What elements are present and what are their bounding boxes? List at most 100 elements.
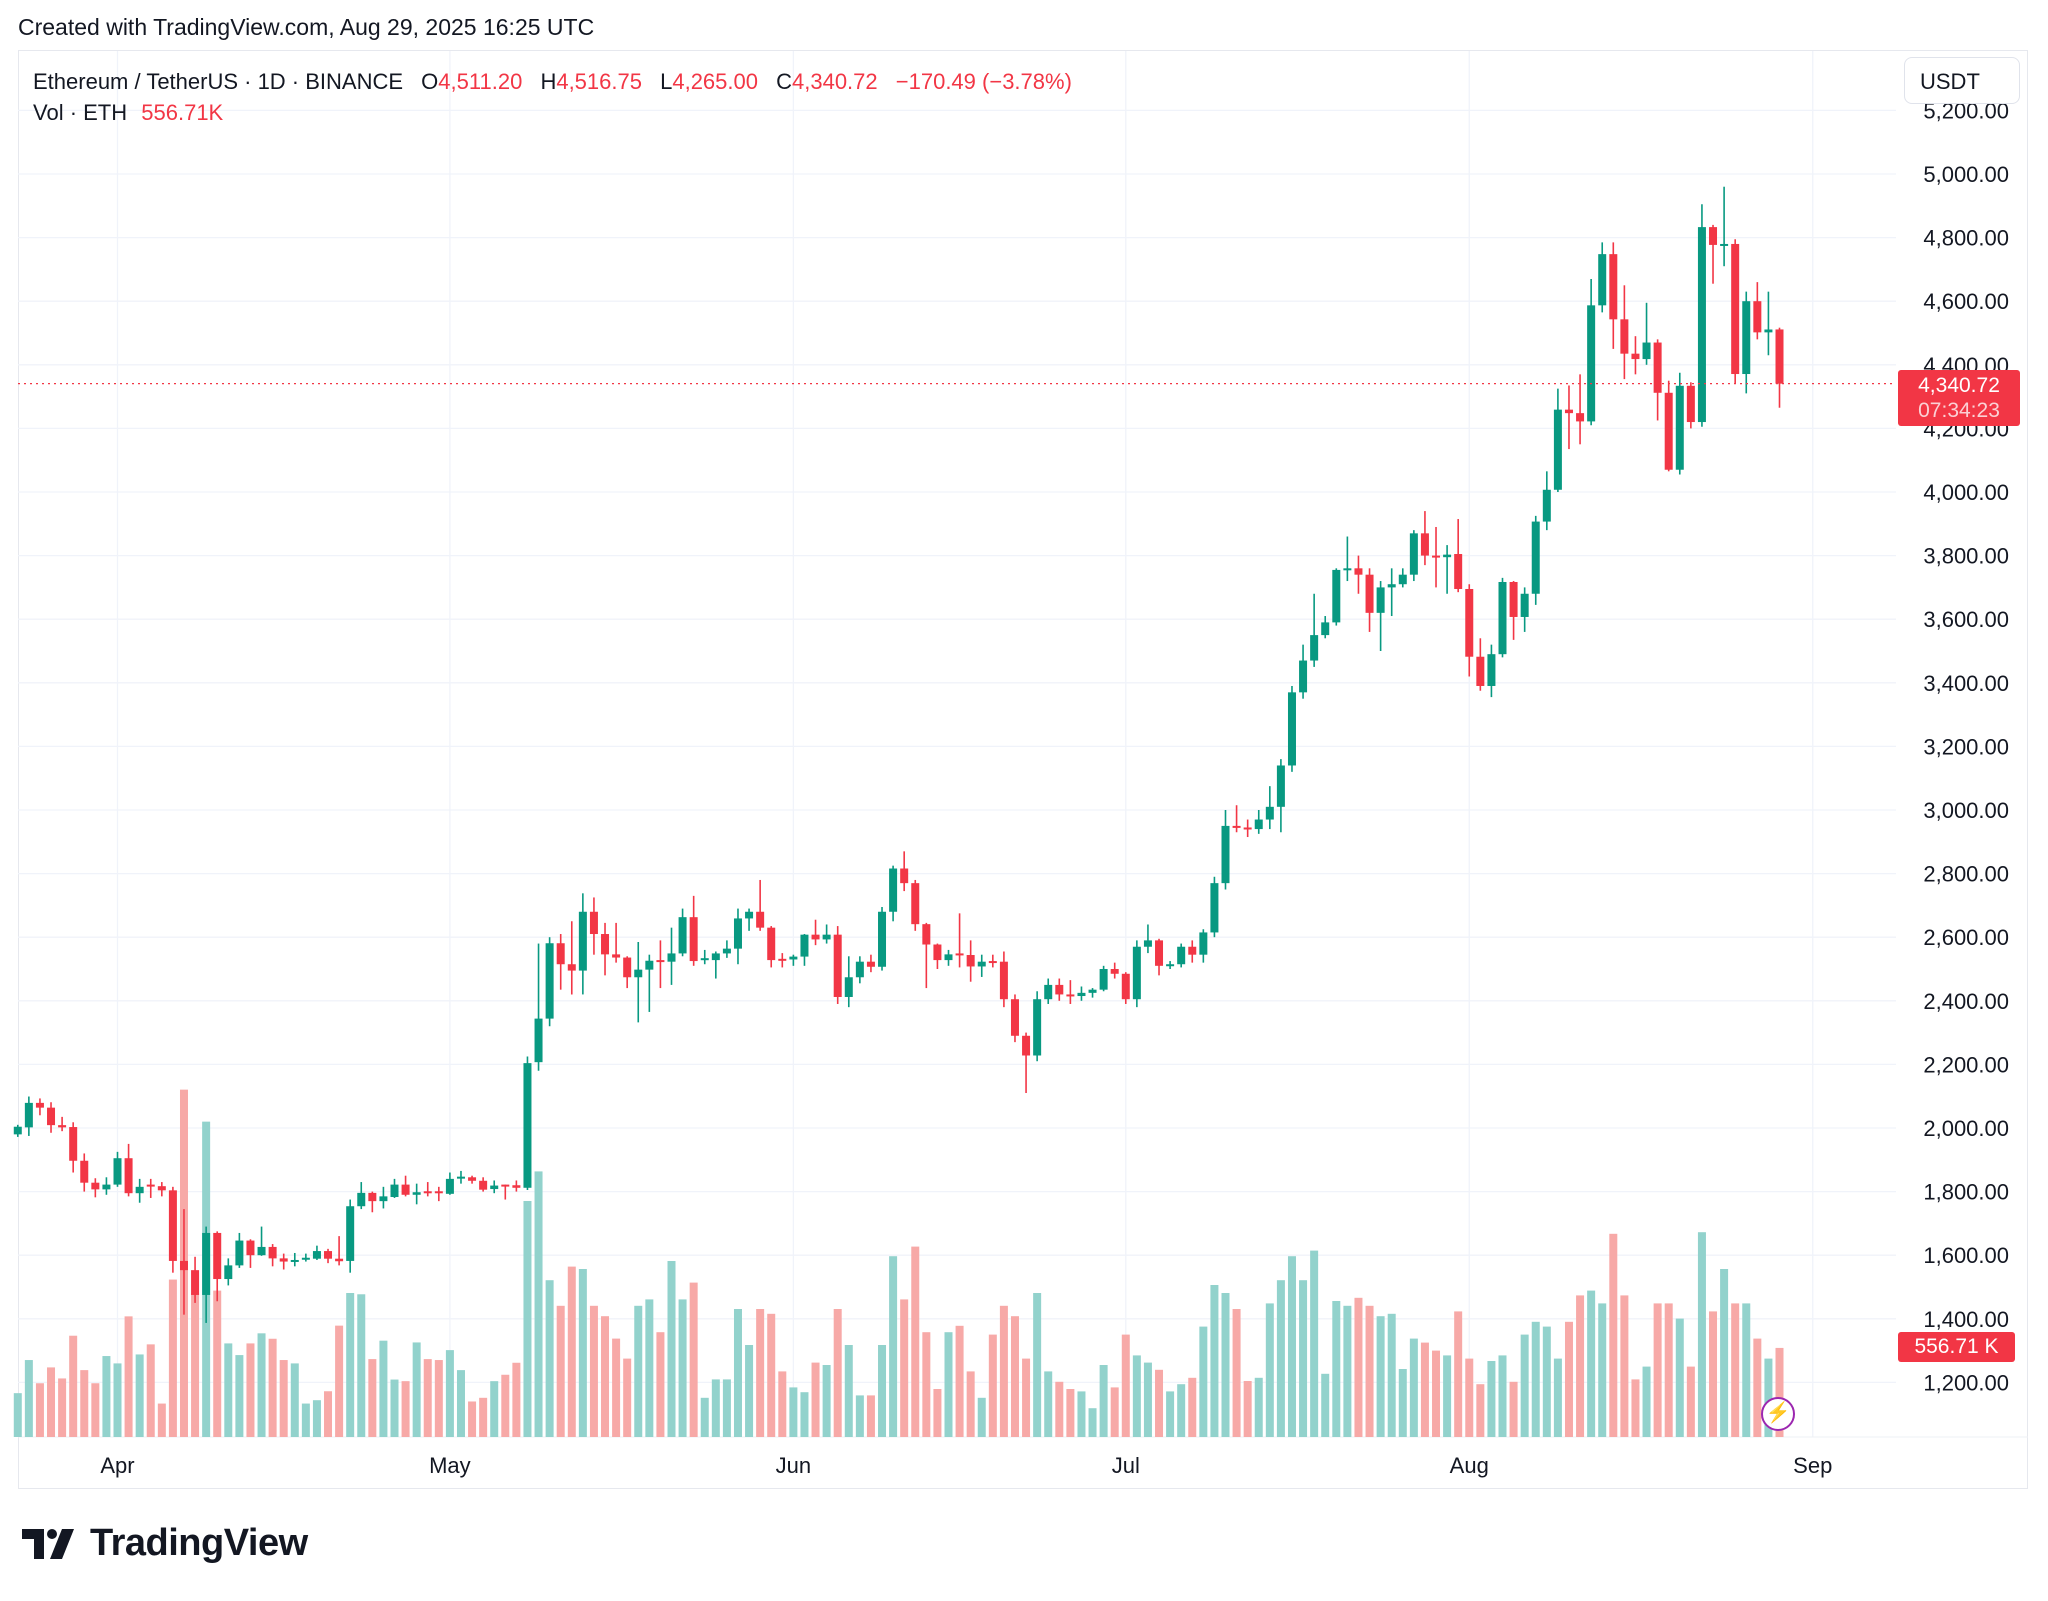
volume-bar: [401, 1381, 410, 1437]
currency-button[interactable]: USDT: [1904, 57, 2020, 104]
volume-bar: [667, 1261, 676, 1437]
volume-bar: [1520, 1334, 1529, 1437]
candle-body: [346, 1206, 355, 1261]
volume-bar: [1310, 1250, 1319, 1437]
symbol-title[interactable]: Ethereum / TetherUS · 1D · BINANCE: [33, 69, 404, 94]
volume-bar: [1487, 1361, 1496, 1437]
volume-bar: [1720, 1269, 1729, 1437]
candle-body: [1132, 946, 1141, 1000]
grid-lines: [18, 51, 2028, 1438]
candle-body: [1343, 568, 1352, 571]
volume-bar: [1033, 1293, 1042, 1437]
volume-bar: [124, 1316, 133, 1437]
candle-body: [1553, 409, 1562, 490]
volume-bar: [722, 1379, 731, 1437]
volume-bar: [789, 1387, 798, 1437]
candle-body: [722, 948, 731, 954]
candle-body: [1775, 329, 1784, 384]
volume-bar: [91, 1383, 100, 1437]
candle-body: [578, 911, 587, 971]
volume-bar: [767, 1313, 776, 1437]
volume-bar: [534, 1171, 543, 1437]
candle-body: [1022, 1035, 1031, 1056]
volume-bar: [1498, 1355, 1507, 1437]
volume-bar: [1731, 1303, 1740, 1437]
candle-body: [844, 977, 853, 997]
volume-bar: [445, 1350, 454, 1437]
volume-bar: [1343, 1305, 1352, 1437]
candle-body: [1398, 574, 1407, 585]
candle-body: [301, 1257, 310, 1260]
candle-body: [612, 954, 621, 958]
volume-bar: [944, 1332, 953, 1437]
volume-bar: [645, 1299, 654, 1437]
volume-bar: [1221, 1293, 1230, 1437]
volume-bar: [279, 1360, 288, 1437]
candle-body: [1055, 984, 1064, 995]
candle-body: [822, 934, 831, 940]
candle-body: [456, 1176, 465, 1179]
volume-bar: [479, 1397, 488, 1437]
candle-body: [789, 956, 798, 960]
candle-body: [1110, 969, 1119, 974]
candle-body: [290, 1259, 299, 1262]
volume-bar: [257, 1333, 266, 1437]
time-tick-label: May: [429, 1453, 471, 1478]
candle-body: [1232, 825, 1241, 828]
volume-bar: [589, 1305, 598, 1437]
candle-body: [1542, 489, 1551, 522]
volume-bar: [756, 1309, 765, 1437]
volume-bar: [268, 1338, 277, 1437]
tradingview-logo[interactable]: TradingView: [22, 1522, 308, 1565]
time-axis[interactable]: Apr May Jun Jul Aug Sep: [100, 1453, 1832, 1478]
volume-bar: [434, 1360, 443, 1437]
candle-body: [1010, 999, 1019, 1036]
candle-body: [1420, 533, 1429, 556]
volume-bar: [390, 1379, 399, 1437]
volume-bar: [1077, 1391, 1086, 1437]
price-tick-label: 1,800.00: [1923, 1180, 2009, 1205]
volume-bar: [556, 1305, 565, 1437]
candle-body: [157, 1186, 166, 1191]
candle-body: [1731, 243, 1740, 375]
price-tick-label: 1,200.00: [1923, 1370, 2009, 1395]
volume-bar: [1775, 1347, 1784, 1437]
volume-bar: [1398, 1369, 1407, 1437]
candle-body: [1221, 825, 1230, 884]
volume-bar: [1420, 1342, 1429, 1437]
candle-body: [1697, 227, 1706, 423]
candle-body: [401, 1184, 410, 1195]
candle-body: [1066, 994, 1075, 997]
candle-body: [324, 1251, 333, 1259]
volume-bar: [800, 1392, 809, 1437]
volume-bar: [955, 1325, 964, 1437]
volume-bar: [1232, 1309, 1241, 1437]
volume-bar: [1697, 1232, 1706, 1437]
open-value: 4,511.20: [438, 69, 523, 94]
volume-bar: [778, 1371, 787, 1437]
volume-bar: [933, 1389, 942, 1437]
volume-bar: [578, 1269, 587, 1437]
volume-bar: [1166, 1391, 1175, 1437]
volume-bar: [423, 1359, 432, 1437]
volume-bar: [1110, 1387, 1119, 1437]
volume-bar: [634, 1305, 643, 1437]
volume-bar: [1354, 1297, 1363, 1437]
volume-bar: [601, 1316, 610, 1437]
volume-bar: [290, 1363, 299, 1437]
volume-label[interactable]: Vol · ETH: [33, 100, 128, 125]
lightning-icon[interactable]: ⚡: [1761, 1397, 1795, 1431]
candle-body: [955, 953, 964, 956]
price-tick-label: 3,600.00: [1923, 607, 2009, 632]
candle-body: [534, 1018, 543, 1063]
candle-body: [1166, 964, 1175, 967]
price-axis[interactable]: 5,200.005,000.004,800.004,600.004,400.00…: [1923, 98, 2009, 1395]
volume-bar: [911, 1246, 920, 1437]
volume-bar: [1143, 1362, 1152, 1437]
candle-body: [1354, 568, 1363, 575]
candle-body: [390, 1184, 399, 1198]
candle-body: [445, 1178, 454, 1194]
candle-body: [512, 1185, 521, 1188]
volume-bar: [811, 1362, 820, 1437]
